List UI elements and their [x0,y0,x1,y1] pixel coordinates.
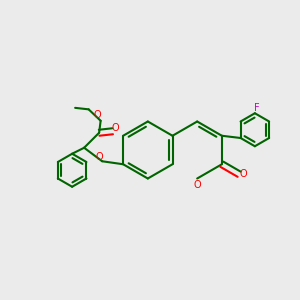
Text: O: O [194,180,201,190]
Text: O: O [112,123,119,133]
Text: O: O [95,152,103,162]
Text: O: O [240,169,248,179]
Text: F: F [254,103,260,113]
Text: O: O [94,110,101,120]
